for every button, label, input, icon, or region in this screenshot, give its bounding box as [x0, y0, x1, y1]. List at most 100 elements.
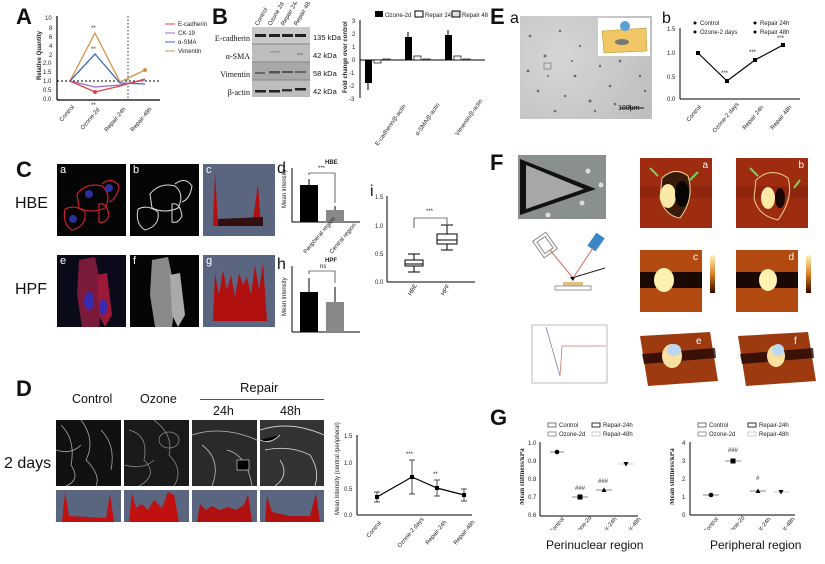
svg-text:Ozone-2d: Ozone-2d — [572, 515, 594, 530]
afm-3d-image-e: e — [640, 332, 718, 386]
svg-text:0.0: 0.0 — [375, 280, 384, 286]
force-curve-plot — [531, 324, 608, 384]
chart-a-relative-quantity: 10 8 6 4 2 2.0 1.5 1.0 0.5 0.0 Relative Quantity… — [37, 16, 207, 134]
chart-g-peripheral-stiffness: Control Ozone-2d Repair-24h Repair-48h 4… — [670, 422, 797, 530]
column-label-48h: 48h — [280, 404, 301, 418]
svg-text:**: ** — [91, 103, 96, 109]
chart-d-intensity-ratio: 1.5 1.0 0.5 0.0 Mean Intensity (central /pe… — [335, 422, 477, 549]
afm-height-image-d: d — [736, 250, 798, 312]
svg-text:1.5: 1.5 — [344, 434, 353, 440]
svg-text:6: 6 — [49, 35, 53, 41]
svg-text:Repair 24h: Repair 24h — [742, 105, 765, 131]
western-blot-sizes: 135 kDa 42 kDa 58 kDa 42 kDa — [313, 33, 341, 96]
svg-text:**: ** — [91, 26, 96, 32]
svg-text:2: 2 — [49, 53, 53, 59]
western-blot-image: Control Ozone 2d Repair 24h Repair 48h — [252, 2, 310, 97]
svg-text:**: ** — [91, 47, 96, 53]
svg-text:-2: -2 — [349, 84, 355, 90]
legend-ck19: CK-19 — [178, 31, 196, 37]
svg-text:***: *** — [426, 209, 434, 215]
svg-text:E-cadherin/β-actin: E-cadherin/β-actin — [375, 104, 408, 147]
afm-deflection-image-a: a — [640, 158, 712, 228]
svg-text:**: ** — [433, 472, 438, 478]
svg-text:###: ### — [575, 486, 586, 492]
svg-text:3: 3 — [352, 19, 356, 25]
svg-text:Mean stiffness/kPa: Mean stiffness/kPa — [520, 448, 526, 505]
svg-text:0.9: 0.9 — [528, 459, 537, 465]
afm-cantilever-image — [518, 155, 606, 219]
svg-text:-1: -1 — [349, 71, 355, 77]
panel-label-d: D — [16, 376, 32, 401]
svg-text:2.0: 2.0 — [43, 61, 52, 67]
svg-text:1: 1 — [682, 495, 686, 501]
chart-c-i-box: 1.51.00.50.0 Mean Intensity (central /pe… — [375, 195, 475, 297]
svg-text:0.0: 0.0 — [43, 97, 52, 103]
svg-text:Repair 24h: Repair 24h — [425, 13, 454, 19]
svg-text:-3: -3 — [349, 97, 355, 103]
svg-text:Control: Control — [59, 105, 76, 124]
svg-text:Control: Control — [703, 517, 720, 530]
hpf-fluorescence-gray: f — [130, 255, 199, 327]
panel-label-c-h: h — [277, 256, 286, 273]
svg-text:***: *** — [318, 166, 326, 172]
colorbar-d — [806, 255, 811, 293]
repair-24h-actin-image — [192, 420, 257, 486]
svg-text:Ozone-2d: Ozone-2d — [709, 432, 735, 438]
svg-text:1.0: 1.0 — [528, 441, 537, 447]
svg-text:Control: Control — [366, 521, 383, 540]
svg-text:1.5: 1.5 — [667, 27, 676, 33]
chart-c-d-hbe-intensity: HBE Mean intensity *** Peripheral region… — [282, 160, 360, 255]
svg-text:Mean stiffness/kPa: Mean stiffness/kPa — [670, 448, 676, 505]
svg-text:Repair 48h: Repair 48h — [770, 105, 793, 131]
caption-peripheral-region: Peripheral region — [710, 538, 802, 552]
chart-c-h-hpf-intensity: HPF Mean intensity ns — [282, 258, 360, 333]
svg-text:1.5: 1.5 — [375, 195, 384, 201]
western-blot-protein-labels: E-cadherin α-SMA Vimentin β-actin — [214, 34, 250, 97]
panel-label-a: A — [16, 4, 32, 29]
panel-label-c-d: d — [277, 160, 286, 177]
svg-text:0.8: 0.8 — [528, 477, 537, 483]
svg-text:f: f — [794, 336, 797, 347]
afm-setup-diagram — [532, 231, 606, 291]
svg-text:0.0: 0.0 — [667, 97, 676, 103]
svg-text:Repair 48h: Repair 48h — [760, 30, 789, 36]
svg-text:Fold change over control: Fold change over control — [343, 21, 349, 93]
ozone-intensity-profile — [124, 490, 189, 522]
svg-text:Vimentin/β-actin: Vimentin/β-actin — [455, 98, 485, 137]
svg-text:Repair-48h: Repair-48h — [603, 432, 633, 438]
svg-text:1.0: 1.0 — [375, 224, 384, 230]
svg-text:2: 2 — [352, 32, 356, 38]
svg-text:1.0: 1.0 — [344, 461, 353, 467]
svg-text:Ozone-2d: Ozone-2d — [385, 13, 411, 19]
svg-text:Ozone-2d: Ozone-2d — [80, 107, 102, 131]
svg-text:HBE: HBE — [408, 283, 419, 297]
chart-b-fold-change: Ozone-2d Repair 24h Repair 48h 3 2 1 0 -1 -2 -… — [343, 10, 488, 147]
afm-3d-image-f: f — [738, 332, 816, 386]
svg-text:0.5: 0.5 — [667, 75, 676, 81]
svg-text:Repair-48h: Repair-48h — [453, 520, 477, 547]
repair-header: Repair — [240, 380, 279, 395]
legend-alpha-sma: α-SMA — [178, 40, 196, 46]
afm-height-image-c: c — [640, 250, 702, 312]
svg-text:1.0: 1.0 — [667, 51, 676, 57]
svg-text:Repair-24h: Repair-24h — [104, 107, 128, 134]
svg-text:4: 4 — [49, 44, 53, 50]
svg-text:4: 4 — [682, 441, 686, 447]
svg-text:###: ### — [598, 479, 609, 485]
svg-text:1: 1 — [352, 45, 356, 51]
panel-label-g: G — [490, 405, 508, 430]
svg-text:Mean intensity: Mean intensity — [282, 169, 288, 208]
svg-text:Ozone-2 days: Ozone-2 days — [397, 517, 426, 549]
svg-text:0.0: 0.0 — [344, 513, 353, 519]
afm-deflection-image-b: b — [736, 158, 808, 228]
scale-bar-label: 100μm — [618, 105, 640, 112]
control-actin-image — [56, 420, 121, 486]
svg-text:α-SMA/β-actin: α-SMA/β-actin — [415, 102, 442, 137]
svg-text:Repair-24h: Repair-24h — [749, 517, 773, 530]
hbe-fluorescence-gray: b — [130, 164, 199, 236]
svg-text:Repair 48h: Repair 48h — [462, 13, 488, 19]
column-label-ozone: Ozone — [140, 392, 177, 406]
chart-g-perinuclear-stiffness: Control Ozone-2d Repair-24h Repair-48h 1… — [520, 422, 643, 530]
svg-text:0.5: 0.5 — [43, 88, 52, 94]
svg-text:3: 3 — [682, 459, 686, 465]
